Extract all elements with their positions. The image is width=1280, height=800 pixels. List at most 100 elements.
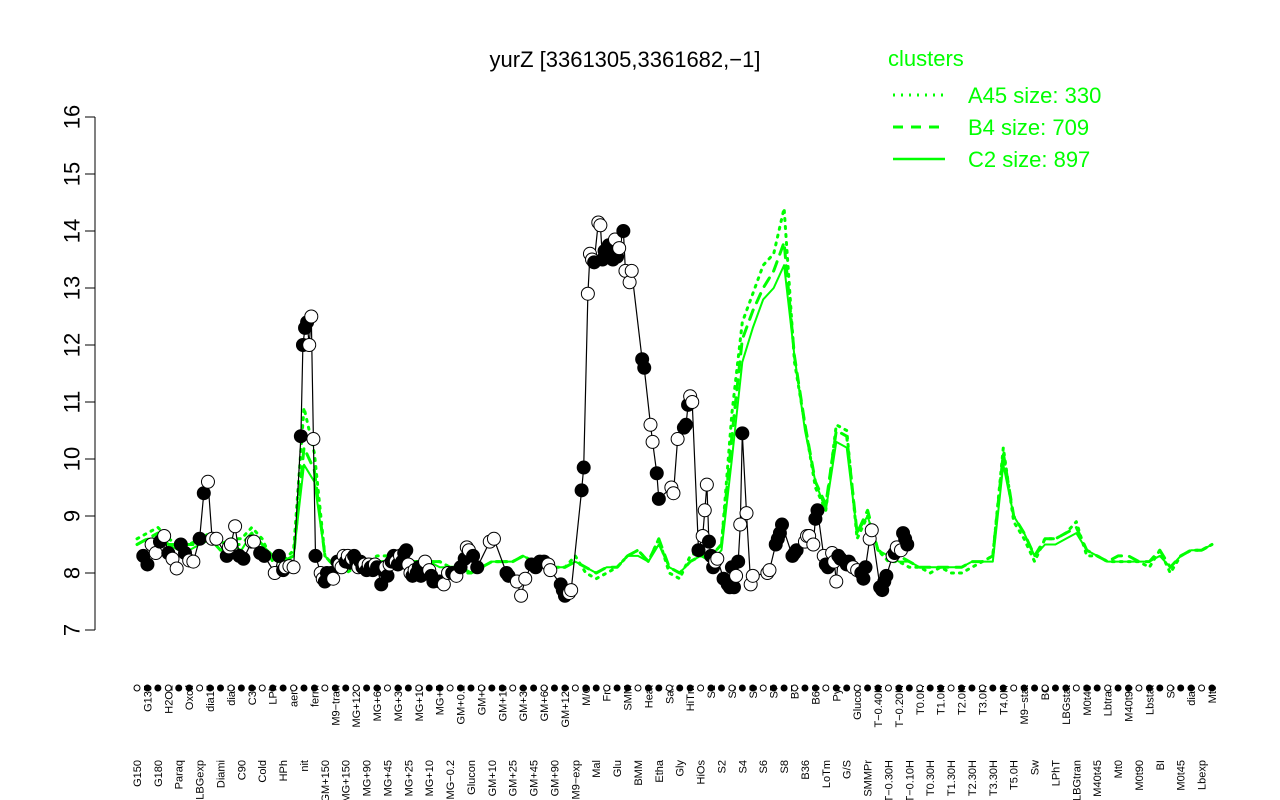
x-tick-label: MG+15 (414, 685, 426, 721)
data-point (670, 432, 685, 447)
data-point (612, 241, 627, 256)
data-point (228, 519, 243, 534)
data-point (236, 551, 251, 566)
data-point (486, 531, 501, 546)
x-tick-label: M0t45 (1176, 760, 1188, 791)
x-sample-marker (717, 684, 725, 692)
x-tick-label: GM+0.2 (456, 685, 468, 724)
data-point (186, 554, 201, 569)
x-sample-marker (540, 684, 548, 692)
x-sample-marker (770, 684, 778, 692)
data-point (806, 537, 821, 552)
data-point (735, 426, 750, 441)
x-tick-label: SMMPr (863, 760, 875, 797)
x-sample-marker (728, 684, 736, 692)
x-tick-label: MG+90 (362, 760, 374, 796)
data-point (645, 434, 660, 449)
x-tick-label: GM+15 (497, 685, 509, 721)
x-tick-label: LBGstat (1061, 685, 1073, 725)
x-sample-marker (164, 684, 172, 692)
x-sample-marker (1208, 684, 1216, 692)
x-sample-marker (926, 684, 934, 692)
x-sample-marker (999, 684, 1007, 692)
y-tick-label: 7 (60, 624, 85, 636)
x-tick-label: S8 (779, 760, 791, 773)
x-sample-marker (1010, 684, 1018, 692)
data-point (900, 537, 915, 552)
x-tick-label: T1.30H (946, 760, 958, 796)
x-sample-marker (1114, 684, 1122, 692)
x-tick-label: T−0.10H (904, 760, 916, 800)
x-tick-label: GM+5 (476, 685, 488, 715)
data-point (710, 551, 725, 566)
y-tick-label: 10 (60, 447, 85, 471)
x-sample-marker (1062, 684, 1070, 692)
x-tick-label: MG+30 (393, 685, 405, 721)
x-sample-marker (425, 684, 433, 692)
series-line (136, 264, 1213, 574)
x-tick-label: T2.30H (967, 760, 979, 796)
x-sample-marker (227, 684, 235, 692)
x-sample-marker (644, 684, 652, 692)
x-sample-marker (237, 684, 245, 692)
data-point (470, 560, 485, 575)
x-tick-label: T5.0H (1009, 760, 1021, 790)
x-sample-marker (592, 684, 600, 692)
x-tick-label: GM+30 (518, 685, 530, 721)
x-sample-marker (895, 684, 903, 692)
x-sample-marker (947, 684, 955, 692)
x-sample-marker (1145, 684, 1153, 692)
x-tick-label: G135 (142, 685, 154, 712)
data-point (304, 309, 319, 324)
x-tick-label: Mt0 (1113, 760, 1125, 778)
x-sample-marker (530, 684, 538, 692)
x-sample-marker (509, 684, 517, 692)
x-tick-label: GM+25 (508, 760, 520, 796)
data-point (678, 417, 693, 432)
x-tick-label: MG+60 (372, 685, 384, 721)
data-point (731, 554, 746, 569)
x-sample-marker (133, 684, 141, 692)
data-point (293, 429, 308, 444)
data-point (810, 503, 825, 518)
data-point (745, 568, 760, 583)
x-tick-label: Mal (591, 760, 603, 778)
data-point (649, 466, 664, 481)
y-tick-label: 11 (60, 391, 85, 414)
data-point (762, 563, 777, 578)
x-sample-marker (811, 684, 819, 692)
x-sample-marker (791, 684, 799, 692)
x-tick-label: B36 (800, 760, 812, 780)
x-tick-label: Cold (257, 760, 269, 783)
x-tick-label: M9−stat (1019, 685, 1031, 724)
x-sample-marker (613, 684, 621, 692)
x-sample-marker (248, 684, 256, 692)
x-sample-marker (676, 684, 684, 692)
x-sample-marker (446, 684, 454, 692)
x-sample-marker (905, 684, 913, 692)
y-tick-label: 16 (60, 105, 85, 129)
data-point (576, 460, 591, 475)
data-point (257, 548, 272, 563)
x-sample-marker (331, 684, 339, 692)
data-point (651, 491, 666, 506)
x-tick-label: Glucon (852, 685, 864, 720)
x-sample-marker (383, 684, 391, 692)
x-sample-marker (1041, 684, 1049, 692)
x-tick-label: G180 (153, 760, 165, 787)
data-point (729, 568, 744, 583)
data-point (223, 537, 238, 552)
x-tick-label: BMM (633, 760, 645, 786)
x-tick-label: S4 (737, 760, 749, 773)
x-tick-label: Glu (612, 760, 624, 777)
x-tick-label: nit (299, 760, 311, 772)
y-tick-label: 15 (60, 162, 85, 186)
x-sample-marker (958, 684, 966, 692)
x-tick-label: MG+45 (382, 760, 394, 796)
x-sample-marker (780, 684, 788, 692)
data-point (326, 571, 341, 586)
x-tick-label: HiTm (685, 685, 697, 711)
data-point (302, 338, 317, 352)
x-tick-label: T0.0H (915, 685, 927, 715)
